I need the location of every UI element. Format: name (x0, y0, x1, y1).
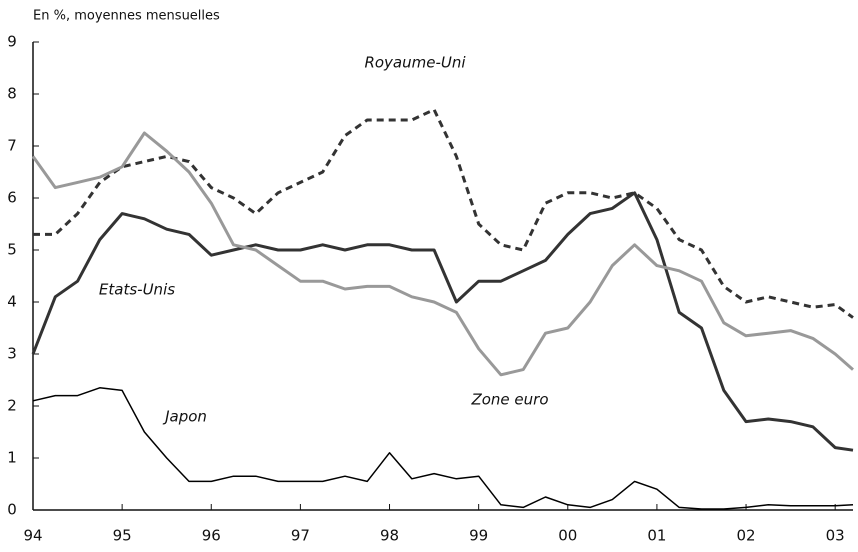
x-tick-label: 03 (826, 527, 845, 545)
series-label: Royaume-Uni (364, 54, 466, 72)
x-tick-label: 02 (736, 527, 755, 545)
y-tick-label: 8 (7, 85, 17, 103)
line-series (33, 108, 854, 319)
y-tick-label: 3 (7, 345, 17, 363)
y-tick-label: 1 (7, 449, 17, 467)
x-tick-label: 98 (380, 527, 399, 545)
y-tick-label: 4 (7, 293, 17, 311)
line-series (31, 191, 854, 452)
line-series (32, 387, 854, 510)
chart-subtitle: En %, moyennes mensuelles (33, 9, 220, 24)
series-label: Zone euro (470, 391, 548, 409)
x-tick-label: 00 (558, 527, 577, 545)
series-label: Etats-Unis (99, 281, 175, 299)
x-tick-label: 01 (647, 527, 666, 545)
y-tick-label: 6 (7, 189, 17, 207)
series-label: Japon (162, 408, 207, 426)
y-tick-label: 9 (7, 33, 17, 51)
x-tick-label: 95 (113, 527, 132, 545)
y-tick-label: 0 (7, 501, 17, 519)
x-tick-label: 99 (469, 527, 488, 545)
y-tick-label: 7 (7, 137, 17, 155)
x-tick-label: 97 (291, 527, 310, 545)
y-tick-label: 5 (7, 241, 17, 259)
x-tick-label: 96 (202, 527, 221, 545)
y-tick-label: 2 (7, 397, 17, 415)
line-series (31, 131, 854, 377)
x-tick-label: 94 (23, 527, 42, 545)
